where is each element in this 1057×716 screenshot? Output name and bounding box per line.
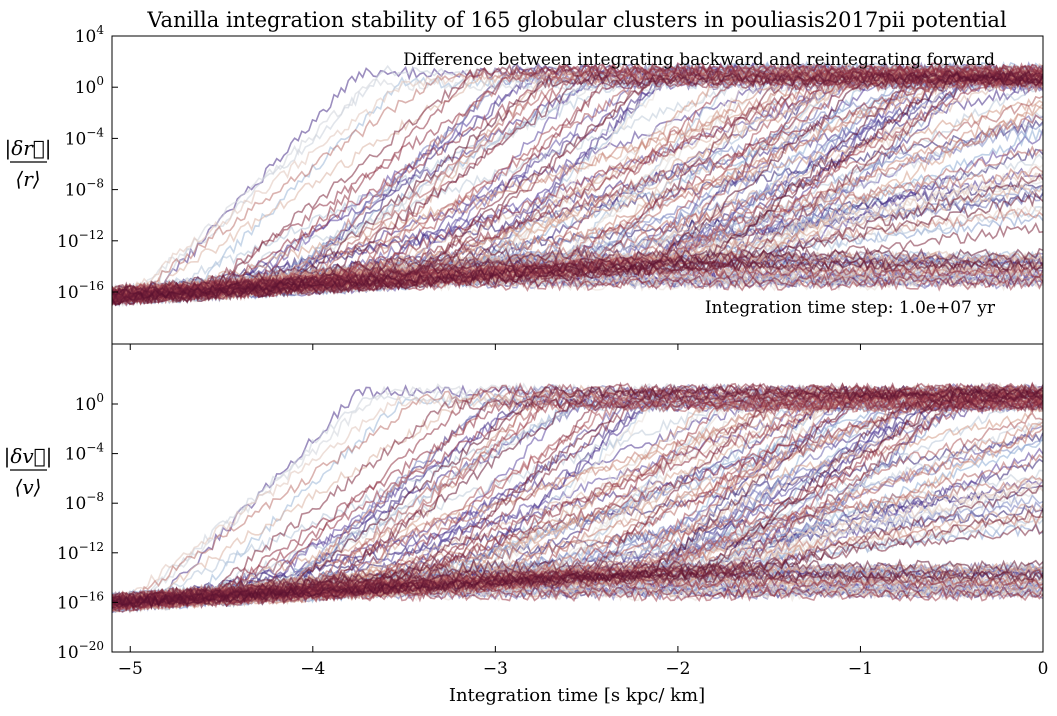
cluster-error-line [112,61,1043,299]
top-ylabel: |δr⃗| ⟨r⟩ [4,136,51,191]
y-tick-label: 10−16 [57,589,104,613]
cluster-error-line [112,257,1043,305]
position-error-series [112,60,1043,308]
bottom-y-ticks: 100 10−4 10−8 10−12 10−16 10−20 [57,391,118,663]
x-tick-label: 0 [1038,659,1049,679]
cluster-error-line [112,70,1043,300]
bottom-ylabel: |δv⃗| ⟨v⟩ [4,444,53,499]
y-tick-label: 10−12 [57,540,104,564]
cluster-error-line [112,384,1043,609]
x-axis-label: Integration time [s kpc/ km] [449,685,705,706]
top-annotation: Difference between integrating backward … [403,50,995,70]
cluster-error-line [112,393,1043,613]
y-tick-label: 100 [75,391,104,415]
y-tick-label: 100 [75,74,104,98]
y-tick-label: 10−12 [57,228,104,252]
position-error-panel: 104 100 10−4 10−8 10−12 10−16 Difference betw… [4,23,1044,345]
x-tick-label: −3 [483,659,508,679]
y-tick-label: 10−20 [57,639,104,663]
top-y-ticks: 104 100 10−4 10−8 10−12 10−16 [57,23,118,303]
y-tick-label: 104 [75,23,105,47]
cluster-error-line [112,396,1043,605]
cluster-error-line [112,558,1043,606]
cluster-error-line [112,73,1043,300]
timestep-annotation: Integration time step: 1.0e+07 yr [705,298,996,318]
y-tick-label: 10−4 [65,125,105,149]
bottom-ylabel-numerator: |δv⃗| [4,444,53,469]
y-tick-label: 10−8 [65,177,104,201]
x-tick-label: −1 [848,659,873,679]
y-tick-label: 10−8 [65,490,104,514]
top-ylabel-numerator: |δr⃗| [4,136,51,161]
cluster-error-line [112,384,1043,610]
bottom-ylabel-denominator: ⟨v⟩ [15,475,42,499]
cluster-error-line [112,69,1043,306]
cluster-error-line [112,62,1043,306]
velocity-error-panel: 100 10−4 10−8 10−12 10−16 10−20 −5 −4 −3 −2 −1 0 |… [4,343,1049,679]
velocity-error-series [112,381,1043,614]
y-tick-label: 10−16 [57,279,104,303]
x-tick-label: −2 [665,659,690,679]
cluster-error-line [112,246,1043,297]
y-tick-label: 10−4 [65,441,105,465]
x-tick-label: −5 [118,659,143,679]
x-ticks: −5 −4 −3 −2 −1 0 [118,344,1049,679]
bottom-axes-frame [111,343,1044,653]
top-ylabel-denominator: ⟨r⟩ [15,167,40,191]
chart-title: Vanilla integration stability of 165 glo… [146,8,1007,32]
x-tick-label: −4 [300,659,325,679]
